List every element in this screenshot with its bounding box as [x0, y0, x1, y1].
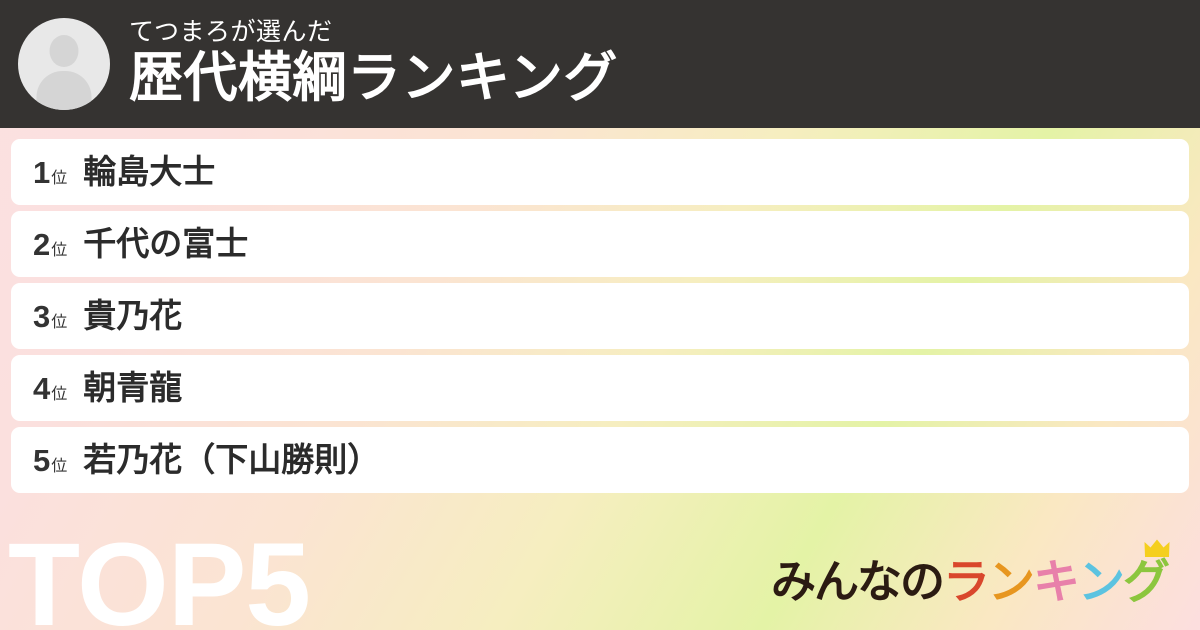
page-title: 歴代横綱ランキング — [129, 48, 618, 108]
user-avatar-icon — [18, 18, 110, 110]
rank-unit-label: 位 — [51, 385, 68, 403]
avatar-head-shape — [49, 35, 79, 67]
rank-item-name: 貴乃花 — [83, 298, 183, 334]
brand-logo-colored-text: ラ ン キ ン グ — [943, 539, 1170, 608]
header-subtitle: てつまろが選んだ — [129, 18, 333, 46]
rank-item-name: 千代の富士 — [83, 226, 249, 262]
rank-badge: 2 位 — [33, 229, 67, 260]
brand-logo: みんなの ラ ン キ ン グ — [770, 539, 1170, 608]
rank-item-name: 若乃花（下山勝則） — [83, 442, 381, 478]
rank-item-name: 輪島大士 — [83, 154, 216, 190]
rank-badge: 4 位 — [33, 373, 67, 404]
brand-char-ki: キ — [1033, 555, 1080, 608]
list-item[interactable]: 3 位 貴乃花 — [11, 283, 1189, 349]
rank-unit-label: 位 — [51, 169, 68, 187]
ranking-list: 1 位 輪島大士 2 位 千代の富士 3 位 貴乃花 4 位 朝青龍 — [11, 139, 1189, 493]
rank-badge: 3 位 — [33, 301, 67, 332]
rank-unit-label: 位 — [51, 457, 68, 475]
rank-number: 5 — [33, 442, 51, 478]
rank-number: 1 — [33, 154, 51, 190]
brand-char-n1: ン — [988, 555, 1035, 608]
crown-icon — [1144, 539, 1170, 558]
header-text-block: てつまろが選んだ 歴代横綱ランキング — [129, 17, 618, 109]
header-bar: てつまろが選んだ 歴代横綱ランキング — [0, 0, 1200, 128]
list-item[interactable]: 5 位 若乃花（下山勝則） — [11, 427, 1189, 493]
avatar-body-shape — [36, 71, 92, 110]
rank-item-name: 朝青龍 — [83, 370, 183, 406]
list-item[interactable]: 2 位 千代の富士 — [11, 211, 1189, 277]
brand-char-ra: ラ — [943, 555, 990, 608]
rank-badge: 5 位 — [33, 445, 67, 476]
rank-number: 4 — [33, 370, 51, 406]
rank-unit-label: 位 — [51, 241, 68, 259]
rank-unit-label: 位 — [51, 313, 68, 331]
rank-number: 3 — [33, 298, 51, 334]
list-item[interactable]: 4 位 朝青龍 — [11, 355, 1189, 421]
list-item[interactable]: 1 位 輪島大士 — [11, 139, 1189, 205]
top5-watermark: TOP5 — [8, 519, 311, 630]
brand-logo-plain-text: みんなの — [770, 556, 945, 607]
brand-char-gu: グ — [1123, 555, 1170, 608]
rank-badge: 1 位 — [33, 157, 67, 188]
rank-number: 2 — [33, 226, 51, 262]
brand-char-n2: ン — [1078, 555, 1125, 608]
